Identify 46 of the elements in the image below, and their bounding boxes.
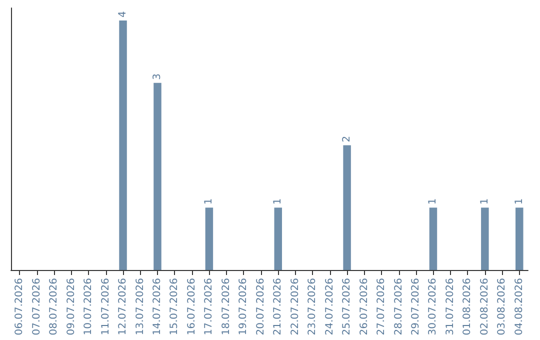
x-tick-label: 16.07.2026 — [186, 278, 198, 336]
bar — [481, 208, 489, 270]
x-tick-label: 15.07.2026 — [169, 278, 180, 336]
x-tick-label: 24.07.2026 — [324, 278, 336, 336]
x-tick-label: 08.07.2026 — [48, 278, 60, 336]
x-tick-label: 23.07.2026 — [307, 278, 318, 336]
x-tick-label: 29.07.2026 — [410, 278, 422, 336]
bar — [154, 82, 162, 270]
x-tick-label: 25.07.2026 — [342, 278, 353, 336]
x-tick-label: 18.07.2026 — [220, 278, 232, 336]
x-tick-label: 17.07.2026 — [204, 278, 215, 336]
bar — [119, 20, 127, 270]
x-tick-label: 13.07.2026 — [134, 278, 146, 336]
x-tick-label: 22.07.2026 — [290, 278, 301, 336]
data-label: 1 — [514, 198, 525, 205]
x-tick-label: 10.07.2026 — [83, 278, 94, 336]
data-label: 3 — [152, 73, 163, 80]
x-tick-label: 27.07.2026 — [376, 278, 388, 336]
data-label: 4 — [118, 11, 129, 18]
x-tick-label: 06.07.2026 — [14, 278, 26, 336]
x-tick-label: 21.07.2026 — [272, 278, 284, 336]
x-tick-label: 31.07.2026 — [444, 278, 456, 336]
x-tick-label: 30.07.2026 — [428, 278, 439, 336]
x-tick-label: 09.07.2026 — [66, 278, 77, 336]
data-label: 1 — [204, 198, 215, 205]
bar — [516, 208, 524, 270]
x-tick-label: 03.08.2026 — [496, 278, 508, 336]
x-tick-label: 14.07.2026 — [152, 278, 163, 336]
x-tick-label: 12.07.2026 — [118, 278, 129, 336]
x-tick-label: 02.08.2026 — [479, 278, 490, 336]
data-label: 2 — [342, 136, 353, 142]
x-tick-label: 11.07.2026 — [100, 278, 112, 336]
bar — [429, 208, 438, 270]
x-tick-label: 01.08.2026 — [462, 278, 474, 336]
bar — [343, 145, 351, 270]
x-tick-label: 26.07.2026 — [358, 278, 370, 336]
x-tick-label: 28.07.2026 — [393, 278, 404, 336]
data-label: 1 — [428, 198, 439, 205]
bar — [205, 208, 214, 270]
x-tick-label: 07.07.2026 — [31, 278, 42, 336]
x-tick-label: 04.08.2026 — [514, 278, 525, 336]
data-label: 1 — [479, 198, 490, 205]
bar — [274, 208, 282, 270]
x-tick-label: 19.07.2026 — [238, 278, 250, 336]
data-label: 1 — [272, 198, 284, 205]
x-tick-label: 20.07.2026 — [255, 278, 266, 336]
